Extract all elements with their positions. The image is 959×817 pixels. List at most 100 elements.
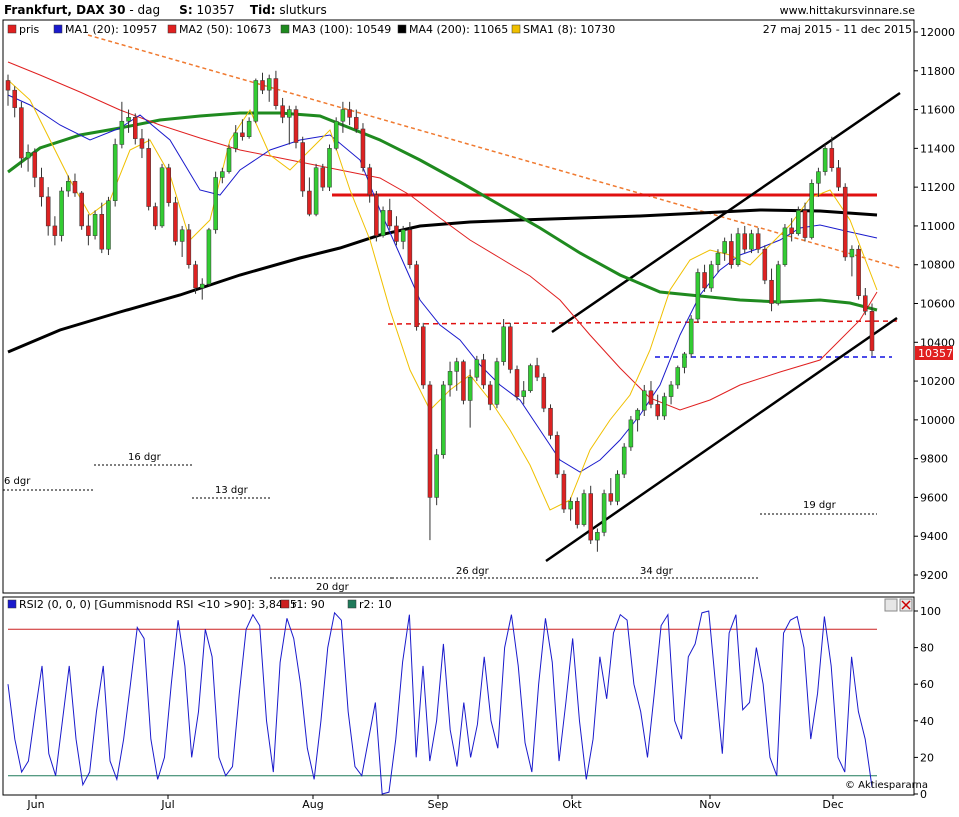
dashed-red-level: [387, 320, 901, 325]
candle-up: [615, 473, 620, 502]
candle-up: [179, 229, 185, 242]
candle-up: [226, 148, 232, 172]
tid-value: slutkurs: [279, 3, 327, 17]
duration-label: 34 dgr: [640, 566, 674, 577]
legend-label: pris: [19, 23, 40, 36]
candle-down: [769, 279, 774, 304]
y-tick-label: 10200: [920, 375, 955, 388]
candle-up: [749, 233, 754, 250]
rsi-legend-label: RSI2 (0, 0, 0) [Gummisnodd RSI <10 >90]:…: [19, 598, 297, 611]
candle-down: [427, 384, 433, 498]
y-tick-label: 9800: [920, 453, 948, 466]
tid-label: Tid:: [249, 3, 276, 17]
candle-up: [849, 248, 855, 258]
candle-up: [380, 210, 386, 236]
candle-up: [568, 501, 573, 510]
y-tick-label: 9600: [920, 491, 948, 504]
rsi-legend-swatch: [280, 599, 290, 609]
legend-swatch: [511, 24, 521, 34]
candle-down: [32, 151, 38, 178]
candle-down: [166, 167, 172, 203]
candle-down: [240, 132, 245, 137]
candle-down: [869, 311, 875, 351]
candle-down: [575, 501, 580, 525]
candle-down: [79, 192, 84, 227]
candle-up: [521, 390, 526, 397]
last-price-tag: [915, 346, 953, 360]
rsi-y-tick-label: 20: [920, 751, 934, 764]
x-tick-label: Dec: [822, 798, 843, 811]
candle-up: [199, 283, 205, 289]
ma3-line: [7, 111, 878, 312]
candle-down: [487, 384, 493, 405]
candle-up: [287, 109, 292, 118]
y-tick-label: 11000: [920, 220, 955, 233]
x-tick-label: Jun: [26, 798, 44, 811]
candle-up: [809, 183, 814, 238]
candle-down: [755, 233, 761, 250]
wrench-icon: [884, 598, 898, 612]
candle-down: [193, 264, 198, 289]
candle-up: [253, 80, 259, 122]
candle-up: [735, 233, 741, 265]
candle-up: [581, 493, 587, 525]
candle-up: [621, 446, 627, 475]
candle-down: [461, 361, 466, 401]
candle-down: [836, 167, 841, 188]
candle-up: [213, 177, 218, 231]
y-tick-label: 11600: [920, 104, 955, 117]
legend-label: MA3 (100): 10549: [292, 23, 391, 36]
candle-down: [39, 177, 44, 198]
candle-down: [387, 210, 393, 227]
candle-up: [628, 419, 634, 448]
candle-up: [112, 144, 118, 201]
s-value: 10357: [196, 3, 235, 17]
candle-down: [173, 202, 178, 242]
candle-up: [434, 454, 439, 498]
candle-up: [441, 384, 446, 456]
rsi-line: [7, 610, 873, 795]
date-range: 27 maj 2015 - 11 dec 2015: [763, 23, 912, 36]
candle-down: [293, 109, 299, 143]
rsi-legend-label: r2: 10: [359, 598, 392, 611]
candle-up: [775, 264, 781, 304]
y-tick-label: 10000: [920, 414, 955, 427]
candle-down: [394, 225, 399, 242]
candle-up: [333, 120, 339, 149]
candle-up: [246, 120, 252, 137]
candle-up: [688, 318, 694, 355]
legend-swatch: [397, 24, 407, 34]
rsi-legend-swatch: [347, 599, 357, 609]
watermark: © Aktiespararna: [845, 780, 928, 791]
candle-down: [648, 390, 654, 405]
candle-up: [454, 361, 460, 372]
candle-down: [72, 181, 78, 194]
candle-down: [153, 206, 158, 227]
x-tick-label: Aug: [302, 798, 323, 811]
legend-swatch: [280, 24, 290, 34]
candle-down: [802, 210, 808, 238]
candle-up: [528, 365, 533, 392]
last-price-label: 10357: [918, 347, 953, 360]
y-tick-label: 9400: [920, 530, 948, 543]
resistance-trendline: [87, 34, 901, 269]
sma1-line: [7, 79, 878, 511]
candle-down: [548, 407, 553, 436]
y-tick-label: 10800: [920, 259, 955, 272]
candle-up: [501, 326, 506, 362]
candle-down: [762, 248, 768, 281]
candle-down: [561, 473, 567, 510]
candle-up: [662, 396, 667, 417]
candle-up: [695, 272, 701, 320]
x-tick-label: Nov: [699, 798, 721, 811]
candle-up: [447, 371, 453, 386]
site-url: www.hittakursvinnare.se: [779, 4, 915, 17]
duration-label: 20 dgr: [316, 582, 350, 593]
rsi-y-tick-label: 100: [920, 605, 941, 618]
candle-up: [59, 190, 64, 236]
duration-label: 16 dgr: [128, 452, 162, 463]
candle-down: [863, 295, 868, 312]
rsi-legend-swatch: [7, 599, 17, 609]
candle-down: [655, 404, 660, 417]
